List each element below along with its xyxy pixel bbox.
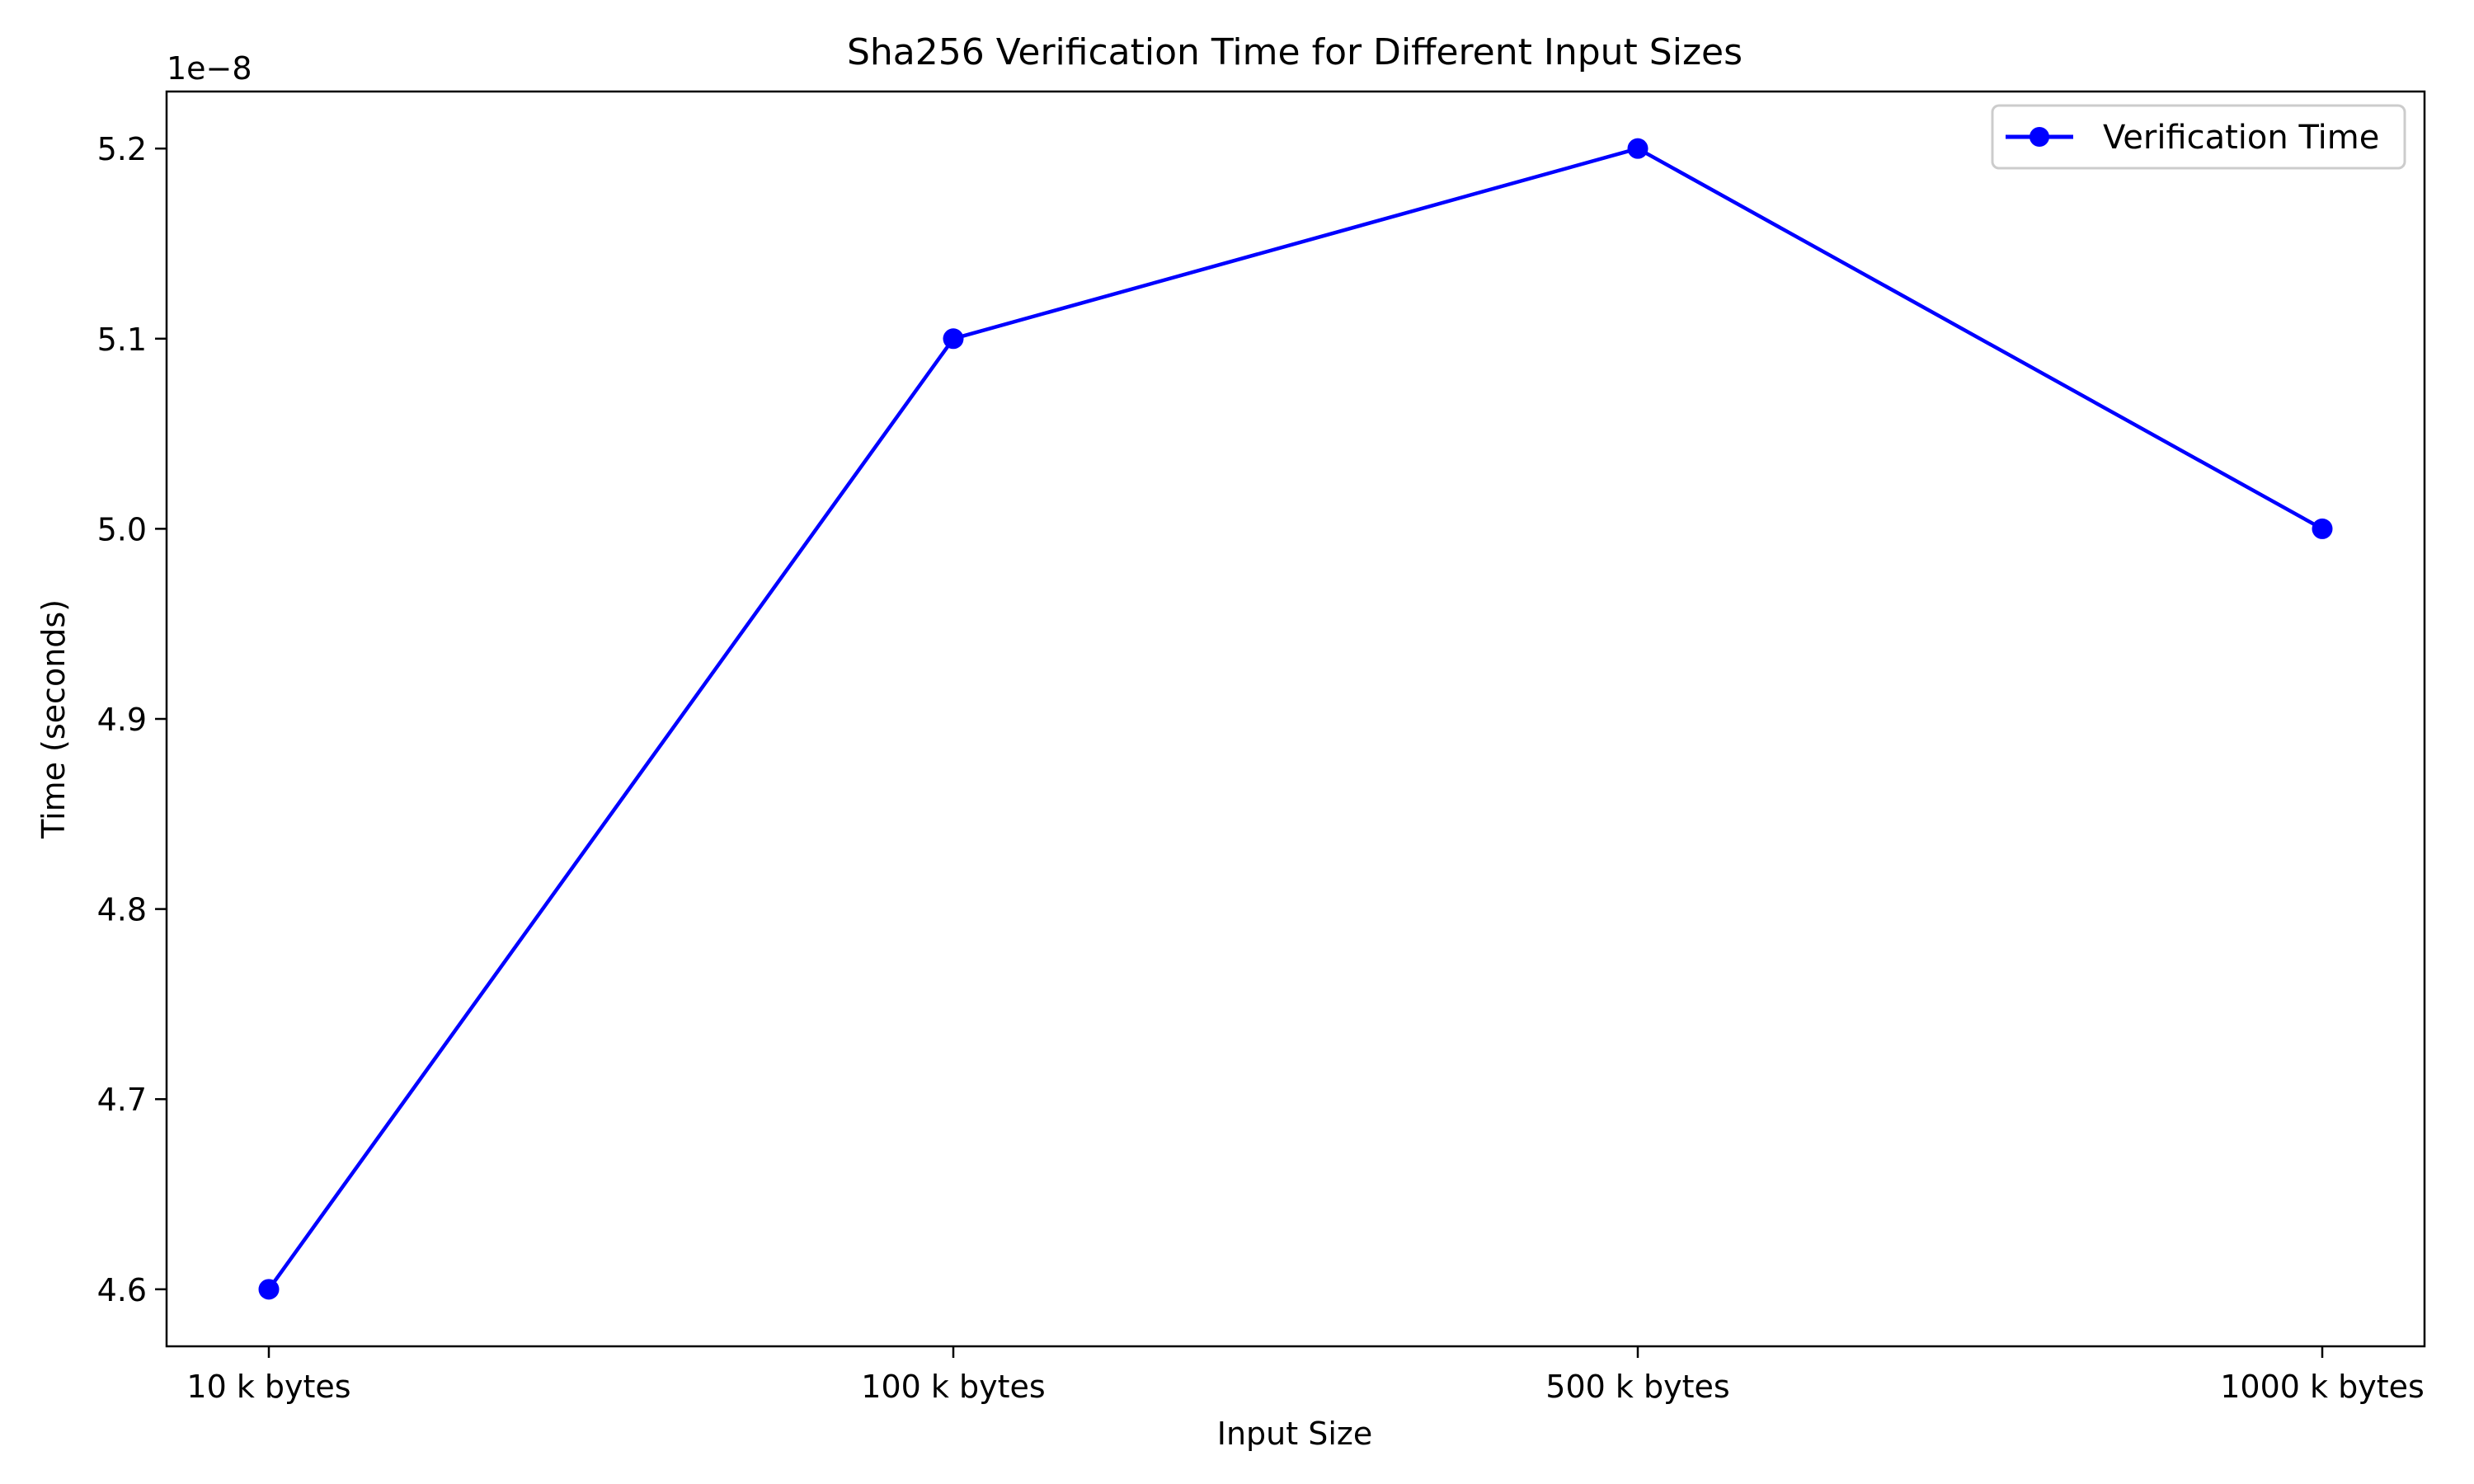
legend-frame: [1991, 104, 2406, 170]
data-point: [258, 1279, 280, 1300]
data-point: [1627, 138, 1649, 159]
y-tick-label: 4.7: [97, 1082, 147, 1118]
x-tick-label: 1000 k bytes: [2220, 1369, 2425, 1405]
data-point: [2312, 518, 2333, 539]
chart-title: Sha256 Verification Time for Different I…: [847, 31, 1743, 73]
x-tick-label: 10 k bytes: [186, 1369, 350, 1405]
y-tick-label: 5.2: [97, 131, 147, 167]
y-tick-label: 4.6: [97, 1272, 147, 1308]
data-point: [943, 328, 964, 350]
plot-frame: [165, 90, 2426, 1348]
y-offset-label: 1e−8: [167, 50, 252, 87]
y-tick-label: 5.0: [97, 511, 147, 547]
legend-label: Verification Time: [2103, 119, 2379, 157]
y-axis-label: Time (seconds): [35, 599, 72, 839]
x-tick-label: 100 k bytes: [861, 1369, 1045, 1405]
y-tick-label: 5.1: [97, 322, 147, 358]
x-axis-label: Input Size: [1217, 1416, 1372, 1452]
legend-marker-swatch: [2030, 127, 2049, 147]
y-tick-label: 4.9: [97, 702, 147, 738]
y-tick-label: 4.8: [97, 892, 147, 928]
series-line: [267, 146, 2324, 1291]
x-tick-label: 500 k bytes: [1545, 1369, 1729, 1405]
plot-area: 4.6 4.7 4.8 4.9 5.0 5.1 5.2 10 k bytes 100 k byt…: [97, 90, 2426, 1405]
legend: Verification Time: [1991, 104, 2406, 170]
